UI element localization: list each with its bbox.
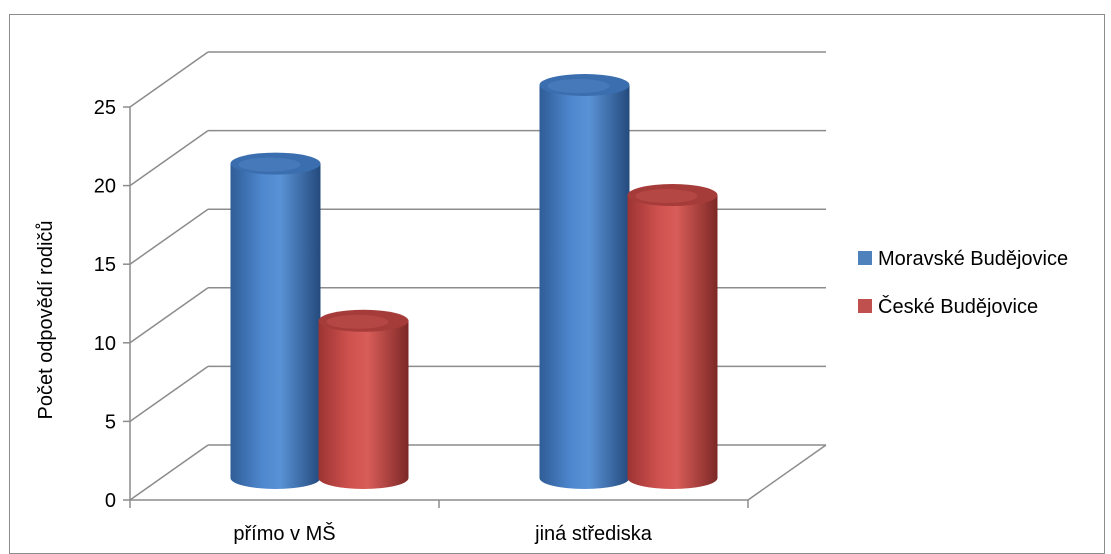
gridline-side <box>129 208 209 265</box>
gridline-side <box>129 129 209 187</box>
x-tick-label: jiná střediska <box>534 523 653 545</box>
y-tick-label: 0 <box>105 490 116 512</box>
bar-top-highlight <box>635 189 698 204</box>
bars <box>230 74 718 490</box>
gridline-side <box>129 51 209 108</box>
legend-swatch <box>858 251 872 265</box>
y-tick-label: 25 <box>94 97 116 119</box>
bar-body <box>627 195 718 490</box>
legend-swatch <box>858 299 872 313</box>
legend: Moravské Budějovice České Budějovice <box>858 248 1068 318</box>
gridline-side <box>129 287 209 344</box>
x-tick-label: přímo v MŠ <box>233 522 335 545</box>
bar-top <box>539 74 630 96</box>
y-tick-label: 15 <box>94 254 116 276</box>
bar-body <box>318 320 409 490</box>
bar-body <box>539 85 630 490</box>
legend-label: České Budějovice <box>878 295 1038 318</box>
y-tick-label: 5 <box>105 411 116 433</box>
bar-top-highlight <box>547 79 610 93</box>
bar-body <box>230 163 321 490</box>
bar-top-highlight <box>326 314 389 329</box>
bar-top-highlight <box>238 157 301 172</box>
tick-labels: 0 5 10 15 20 25 přímo v MŠ jiná střediska <box>94 97 653 545</box>
axes <box>123 106 749 508</box>
y-tick-label: 20 <box>94 176 116 198</box>
bar-top <box>627 184 718 207</box>
bar-moravské-budějovice-1 <box>539 74 630 490</box>
bar-české-budějovice-0 <box>318 309 409 490</box>
bar-top <box>318 309 409 332</box>
legend-label: Moravské Budějovice <box>878 248 1068 270</box>
bar-top <box>230 152 321 175</box>
gridline-side <box>129 365 209 423</box>
bar-moravské-budějovice-0 <box>230 152 321 490</box>
bar-české-budějovice-1 <box>627 184 718 490</box>
y-tick-label: 10 <box>94 333 116 355</box>
floor-right-edge <box>747 444 827 501</box>
gridline-side <box>129 444 209 501</box>
y-axis-title: Počet odpovědí rodičů <box>35 220 57 419</box>
